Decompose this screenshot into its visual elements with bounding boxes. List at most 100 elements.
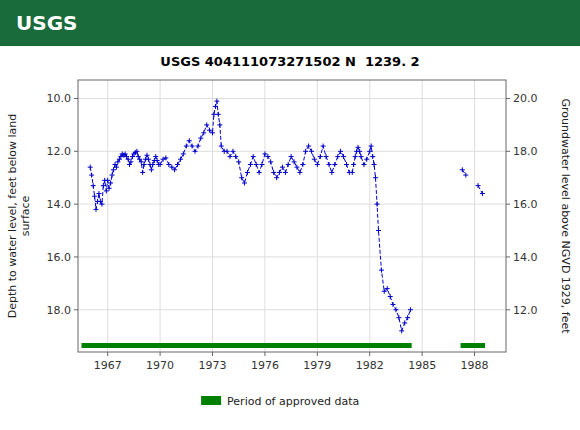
data-point: [172, 167, 177, 172]
data-point: [230, 149, 235, 154]
data-point: [233, 154, 238, 159]
grid-line-x: [369, 80, 370, 352]
line-series: [88, 99, 413, 334]
data-point: [286, 162, 291, 167]
data-point: [393, 307, 398, 312]
x-tick-label: 1970: [146, 359, 174, 372]
data-point: [254, 162, 259, 167]
y2-tick: [506, 309, 510, 310]
legend-label: Period of approved data: [227, 395, 359, 408]
data-point: [283, 170, 288, 175]
data-line: [90, 101, 410, 331]
data-point: [187, 138, 192, 143]
data-point: [480, 191, 485, 196]
data-point: [259, 162, 264, 167]
grid-line-x: [474, 80, 475, 352]
data-point: [376, 228, 381, 233]
data-point: [227, 154, 232, 159]
x-tick-label: 1982: [356, 359, 384, 372]
data-point: [146, 157, 151, 162]
data-point: [99, 202, 104, 207]
data-point: [329, 170, 334, 175]
data-point: [338, 149, 343, 154]
period-bars: [81, 343, 485, 348]
header: USGS: [0, 0, 580, 46]
data-point: [306, 144, 311, 149]
data-point: [104, 188, 109, 193]
data-point: [210, 130, 215, 135]
data-point: [216, 112, 221, 117]
grid-line-y: [78, 98, 506, 99]
data-point: [214, 99, 219, 104]
data-point: [396, 315, 401, 320]
data-point: [460, 167, 465, 172]
data-point: [89, 173, 94, 178]
data-point: [128, 159, 133, 164]
axes: 1967197019731976197919821985198810.012.0…: [47, 92, 538, 372]
data-point: [242, 180, 247, 185]
y2-tick: [506, 204, 510, 205]
data-point: [193, 149, 198, 154]
line-series: [460, 167, 468, 177]
data-point: [463, 173, 468, 178]
data-point: [379, 268, 384, 273]
grid-line-x: [160, 80, 161, 352]
y-axis-label-line: surface: [19, 195, 32, 236]
data-point: [300, 162, 305, 167]
data-point: [335, 154, 340, 159]
data-point: [92, 194, 97, 199]
data-point: [357, 149, 362, 154]
data-point: [402, 320, 407, 325]
data-point: [219, 144, 224, 149]
plot-data: [81, 99, 485, 348]
data-point: [225, 149, 230, 154]
data-point: [190, 144, 195, 149]
x-tick: [212, 352, 213, 356]
legend: Period of approved data: [201, 395, 359, 408]
data-point: [382, 289, 387, 294]
y2-axis-label: Groundwater level above NGVD 1929, feet: [559, 98, 572, 334]
data-point: [126, 157, 131, 162]
x-tick: [317, 352, 318, 356]
data-point: [204, 122, 209, 127]
data-point: [399, 328, 404, 333]
y2-tick: [506, 256, 510, 257]
data-point: [110, 173, 115, 178]
data-point: [370, 154, 375, 159]
data-point: [268, 159, 273, 164]
data-point: [108, 180, 113, 185]
data-point: [207, 128, 212, 133]
data-point: [211, 112, 216, 117]
y-tick-label: 14.0: [47, 198, 72, 211]
y-tick-label: 12.0: [47, 145, 72, 158]
grid-line-x: [264, 80, 265, 352]
y-tick: [74, 98, 78, 99]
data-point: [198, 136, 203, 141]
data-point: [324, 154, 329, 159]
header-bar: [0, 0, 580, 46]
data-point: [166, 162, 171, 167]
data-point: [158, 162, 163, 167]
title: USGS 404111073271502 N 1239. 2: [160, 54, 419, 69]
x-tick: [474, 352, 475, 356]
data-point: [114, 165, 119, 170]
data-point: [105, 178, 110, 183]
line-series: [476, 183, 485, 196]
data-point: [309, 149, 314, 154]
data-point: [364, 157, 369, 162]
grid-line-x: [422, 80, 423, 352]
data-point: [245, 170, 250, 175]
plot-frame: [78, 80, 506, 352]
data-point: [303, 149, 308, 154]
grid-line-y: [78, 204, 506, 205]
x-tick-label: 1988: [461, 359, 489, 372]
data-point: [375, 202, 380, 207]
data-point: [332, 162, 337, 167]
data-point: [292, 159, 297, 164]
y2-tick-label: 20.0: [513, 92, 538, 105]
data-point: [274, 175, 279, 180]
y-axis-label-line: Depth to water level, feet below land: [6, 114, 19, 319]
data-point: [149, 167, 154, 172]
data-point: [239, 175, 244, 180]
period-bar: [81, 343, 411, 348]
